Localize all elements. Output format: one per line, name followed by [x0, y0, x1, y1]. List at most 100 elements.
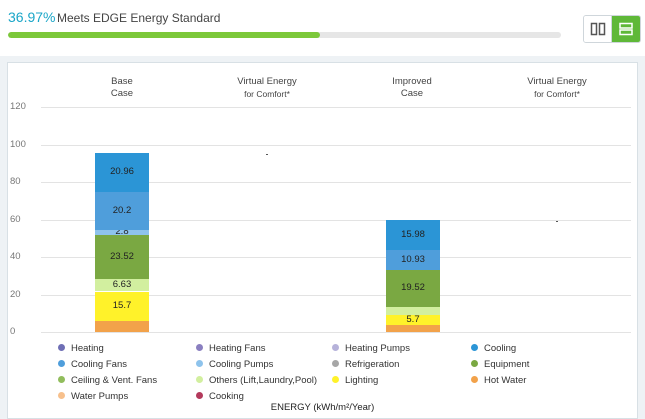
bar-segment [95, 320, 149, 332]
x-axis-label: ENERGY (kWh/m²/Year) [270, 402, 375, 413]
legend-item: Cooling Pumps [196, 359, 273, 370]
bar-segment-label: 23.52 [110, 251, 134, 263]
legend-swatch [196, 376, 203, 383]
legend-item: Cooling Fans [58, 359, 127, 370]
bar-segment [95, 279, 149, 292]
legend-swatch [58, 344, 65, 351]
column-header-line: Improved [392, 76, 432, 87]
bar-segment [95, 229, 149, 235]
legend-label: Others (Lift,Laundry,Pool) [209, 375, 318, 386]
legend-item: Ceiling & Vent. Fans [58, 375, 157, 386]
column-header-line: Base [111, 76, 133, 87]
legend-label: Cooling [484, 343, 517, 354]
bar-segment [386, 249, 440, 271]
legend-item: Equipment [471, 359, 529, 370]
column-header-line: Virtual Energy [527, 76, 587, 87]
y-tick-label: 20 [10, 289, 21, 300]
legend-label: Heating Fans [209, 343, 266, 354]
legend-swatch [58, 392, 65, 399]
bar-segment-label: 20.96 [110, 166, 134, 178]
legend-label: Equipment [484, 359, 530, 370]
legend-swatch [58, 376, 65, 383]
gridline [41, 220, 631, 221]
legend-label: Water Pumps [71, 391, 129, 402]
y-tick-label: 80 [10, 176, 21, 187]
bar-segment-label: 2.8 [115, 226, 129, 238]
legend-label: Hot Water [484, 375, 527, 386]
bar-segment-label: 10.93 [401, 253, 425, 265]
column-header: Virtual Energy for Comfort* [497, 76, 617, 100]
legend-label: Cooling Pumps [209, 359, 274, 370]
columns-view-button[interactable] [584, 16, 612, 42]
bar-segment-label: 15.98 [401, 228, 425, 240]
legend-swatch [332, 360, 339, 367]
legend-item: Lighting [332, 375, 378, 386]
legend-item: Heating [58, 343, 104, 354]
bar-segment-label: 20.2 [112, 204, 132, 216]
bar-segment-label: 6.63 [112, 279, 132, 291]
column-header: Base Case [62, 76, 182, 100]
bar-segment [95, 234, 149, 280]
legend-label: Cooking [209, 391, 244, 402]
y-tick-label: 0 [10, 326, 16, 337]
bar-segment [386, 306, 440, 315]
comfort-marker [266, 154, 268, 155]
legend-item: Refrigeration [332, 359, 399, 370]
legend-item: Cooling [471, 343, 516, 354]
progress-fill [8, 32, 321, 38]
y-tick-label: 40 [10, 251, 21, 262]
y-tick-label: 60 [10, 214, 21, 225]
bar-segment [95, 191, 149, 230]
gridline [41, 295, 631, 296]
score-label: Meets EDGE Energy Standard [57, 11, 221, 25]
gridline [41, 182, 631, 183]
legend-label: Cooling Fans [71, 359, 127, 370]
legend-swatch [332, 376, 339, 383]
bar-segment [95, 152, 149, 192]
legend-item: Others (Lift,Laundry,Pool) [196, 375, 317, 386]
score-percent: 36.97% [8, 9, 56, 25]
gridline [41, 332, 631, 333]
column-header-line: for Comfort* [244, 89, 290, 99]
bar-segment [386, 270, 440, 307]
legend-swatch [471, 344, 478, 351]
view-toggle [583, 15, 641, 43]
score-header: 36.97% Meets EDGE Energy Standard [0, 0, 645, 56]
legend-swatch [332, 344, 339, 351]
gridline [41, 145, 631, 146]
bar-segment [95, 291, 149, 321]
legend-label: Heating [71, 343, 104, 354]
bar-segment [386, 219, 440, 250]
column-header-line: Case [110, 88, 134, 99]
legend-item: Cooking [196, 391, 244, 402]
comfort-marker [556, 221, 558, 222]
legend-swatch [471, 360, 478, 367]
bar-segment [386, 314, 440, 326]
legend-swatch [196, 344, 203, 351]
column-header: Improved Case [352, 76, 472, 100]
legend-item: Water Pumps [58, 391, 128, 402]
legend-swatch [196, 360, 203, 367]
legend-item: Hot Water [471, 375, 526, 386]
column-header-line: Virtual Energy [237, 76, 297, 87]
progress-bar [8, 32, 561, 38]
bar-segment [386, 325, 440, 332]
columns-icon [590, 22, 606, 36]
bar-segment-label: 19.52 [401, 282, 425, 294]
legend-item: Heating Pumps [332, 343, 410, 354]
column-header-line: for Comfort* [534, 89, 580, 99]
column-header: Virtual Energy for Comfort* [207, 76, 327, 100]
y-tick-label: 120 [10, 101, 26, 112]
legend-label: Heating Pumps [345, 343, 410, 354]
gridline [41, 257, 631, 258]
legend-label: Lighting [345, 375, 379, 386]
legend-item: Heating Fans [196, 343, 266, 354]
legend-swatch [471, 376, 478, 383]
legend-swatch [196, 392, 203, 399]
rows-view-button[interactable] [612, 16, 640, 42]
y-tick-label: 100 [10, 139, 26, 150]
bar-segment-label: 15.7 [112, 300, 132, 312]
column-header-line: Case [400, 88, 424, 99]
bar-segment-label: 5.7 [406, 313, 420, 325]
rows-icon [619, 22, 633, 36]
